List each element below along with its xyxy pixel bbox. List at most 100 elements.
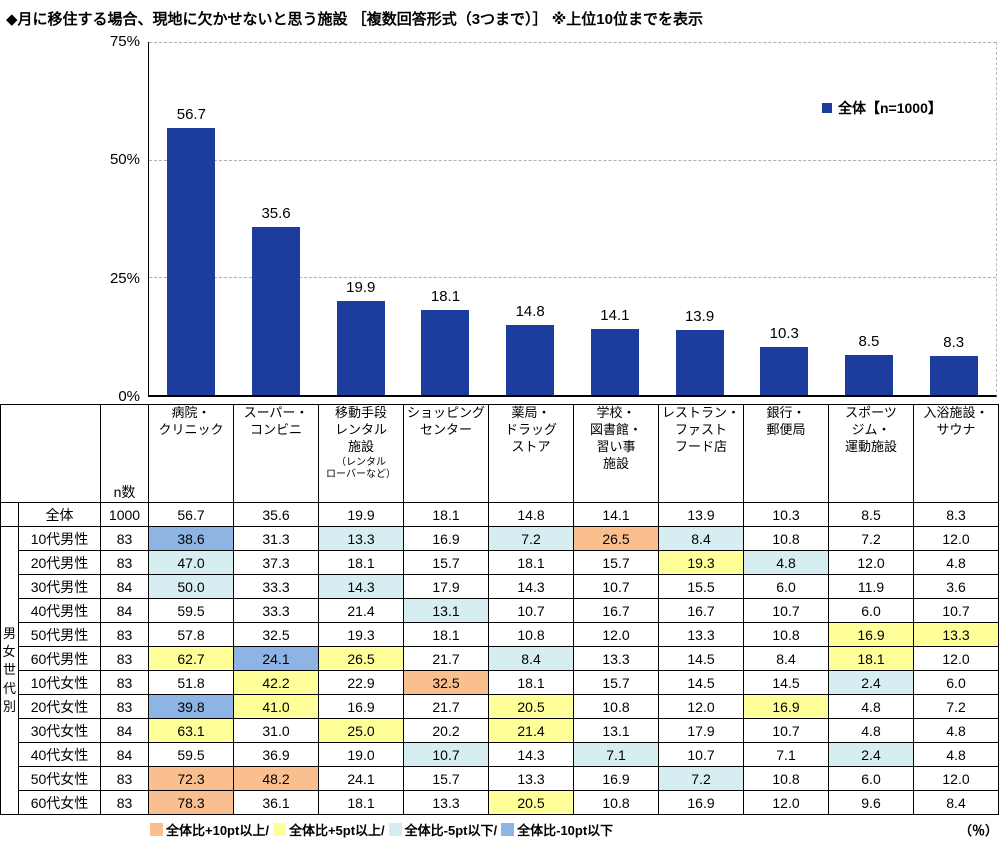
bar [675,329,724,395]
value-cell: 10.7 [913,598,999,623]
column-header-text: 病院・ クリニック [158,405,224,437]
value-cell: 6.0 [743,574,829,599]
bar [760,346,809,395]
table-row: 全体 1000 56.7 35.6 19.9 18.1 14.8 14.1 13.9 10.3 8.… [0,502,999,527]
value-cell: 24.1 [318,766,404,791]
row-label: 40代女性 [18,742,101,767]
value-cell: 8.4 [658,526,744,551]
column-header: 薬局・ ドラッグ ストア [488,404,574,503]
value-cell: 12.0 [573,622,659,647]
value-cell: 18.1 [403,622,489,647]
column-header-text: レストラン・ ファスト フード店 [661,405,740,454]
value-cell: 6.0 [913,670,999,695]
value-cell: 10.8 [488,622,574,647]
bar-group: 56.7 35.6 19.9 18.1 14.8 14.1 13.9 10.3 8.5 8.3 [149,42,996,395]
value-cell: 21.7 [403,694,489,719]
value-cell: 33.3 [233,574,319,599]
value-cell: 62.7 [148,646,234,671]
value-cell: 16.9 [658,790,744,815]
value-cell: 12.0 [913,646,999,671]
value-cell: 16.9 [573,766,659,791]
value-cell: 10.7 [743,598,829,623]
value-cell: 8.4 [488,646,574,671]
bar-column: 14.8 [488,42,573,395]
column-header: スーパー・ コンビニ [233,404,319,503]
value-cell: 10.8 [573,694,659,719]
value-cell: 72.3 [148,766,234,791]
value-cell: 6.0 [828,766,914,791]
results-table-body: n数 病院・ クリニック スーパー・ コンビニ 移動手段 レンタル 施設 （レンタル ロ… [0,404,999,815]
value-cell: 59.5 [148,598,234,623]
column-header: 入浴施設・ サウナ [913,404,999,503]
value-cell: 25.0 [318,718,404,743]
bar [252,227,301,395]
row-label: 20代男性 [18,550,101,575]
value-cell: 8.5 [828,502,914,527]
row-label: 30代女性 [18,718,101,743]
legend-item-label: 全体比+10pt以上/ [166,823,269,838]
bar-column: 14.1 [573,42,658,395]
unit-label: （％） [958,823,998,838]
value-cell: 6.0 [828,598,914,623]
value-cell: 10.8 [743,526,829,551]
bar-column: 35.6 [234,42,319,395]
value-cell: 47.0 [148,550,234,575]
legend-item-label: 全体比-10pt以下 [517,823,614,838]
value-cell: 15.7 [403,550,489,575]
value-cell: 4.8 [743,550,829,575]
value-cell: 20.5 [488,694,574,719]
bar-column: 56.7 [149,42,234,395]
row-label: 30代男性 [18,574,101,599]
value-cell: 10.7 [488,598,574,623]
value-cell: 14.3 [488,742,574,767]
table-row: 60代女性 83 78.3 36.1 18.1 13.3 20.5 10.8 16.9 12.0 9… [1,790,999,815]
value-cell: 8.4 [743,646,829,671]
value-cell: 19.3 [658,550,744,575]
n-cell: 83 [100,526,149,551]
value-cell: 38.6 [148,526,234,551]
row-label: 10代女性 [18,670,101,695]
n-count-header: n数 [100,404,149,503]
value-cell: 42.2 [233,670,319,695]
value-cell: 57.8 [148,622,234,647]
n-cell: 83 [100,646,149,671]
bar [590,328,639,395]
value-cell: 19.3 [318,622,404,647]
legend-swatch [501,823,515,836]
n-cell: 83 [100,550,149,575]
value-cell: 19.0 [318,742,404,767]
column-header: 学校・ 図書館・ 習い事 施設 [573,404,659,503]
row-label: 40代男性 [18,598,101,623]
value-cell: 7.2 [488,526,574,551]
group-blank [0,502,19,527]
n-cell: 83 [100,670,149,695]
column-header-text: スーパー・ コンビニ [243,405,309,437]
value-cell: 14.5 [658,646,744,671]
table-row: 20代男性 83 47.0 37.3 18.1 15.7 18.1 15.7 19.3 4.8 12… [1,550,999,575]
gridline [149,42,996,43]
value-cell: 18.1 [403,502,489,527]
value-cell: 2.4 [828,742,914,767]
value-cell: 10.8 [743,766,829,791]
value-cell: 18.1 [318,790,404,815]
bar-column: 10.3 [742,42,827,395]
value-cell: 16.7 [573,598,659,623]
n-cell: 83 [100,622,149,647]
bar-value-label: 8.3 [943,333,965,351]
value-cell: 15.5 [658,574,744,599]
value-cell: 13.3 [573,646,659,671]
value-cell: 15.7 [573,550,659,575]
chart-legend-label: 全体【n=1000】 [838,100,942,116]
value-cell: 21.4 [488,718,574,743]
value-cell: 14.8 [488,502,574,527]
column-header: 銀行・ 郵便局 [743,404,829,503]
bar [506,325,555,395]
value-cell: 20.2 [403,718,489,743]
table-row: 50代男性 83 57.8 32.5 19.3 18.1 10.8 12.0 13.3 10.8 1… [1,622,999,647]
value-cell: 15.7 [573,670,659,695]
value-cell: 36.1 [233,790,319,815]
value-cell: 32.5 [233,622,319,647]
y-axis-label: 75% [109,33,140,50]
bar-value-label: 35.6 [261,205,291,223]
value-cell: 16.7 [658,598,744,623]
